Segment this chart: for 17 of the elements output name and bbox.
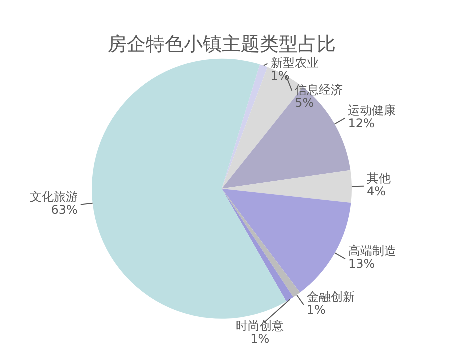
- data-label: 5%: [295, 96, 314, 110]
- slice-label: 时尚创意: [236, 319, 284, 334]
- data-label: 1%: [306, 303, 326, 318]
- data-label: 4%: [366, 184, 386, 199]
- slice-label: 高端制造: [348, 244, 396, 258]
- slice-label: 其他: [366, 172, 391, 186]
- slice-label: 信息经济: [295, 82, 344, 97]
- data-label: 1%: [270, 68, 290, 83]
- data-label: 13%: [348, 257, 376, 272]
- slice-label: 新型农业: [270, 56, 319, 70]
- slice-label: 金融创新: [306, 290, 355, 304]
- slice-label: 文化旅游: [30, 190, 78, 204]
- data-label: 1%: [250, 332, 270, 346]
- data-label: 63%: [51, 202, 78, 217]
- chart-title: 房企特色小镇主题类型占比: [108, 33, 336, 56]
- slice-label: 运动健康: [348, 103, 396, 118]
- data-label: 12%: [348, 116, 375, 130]
